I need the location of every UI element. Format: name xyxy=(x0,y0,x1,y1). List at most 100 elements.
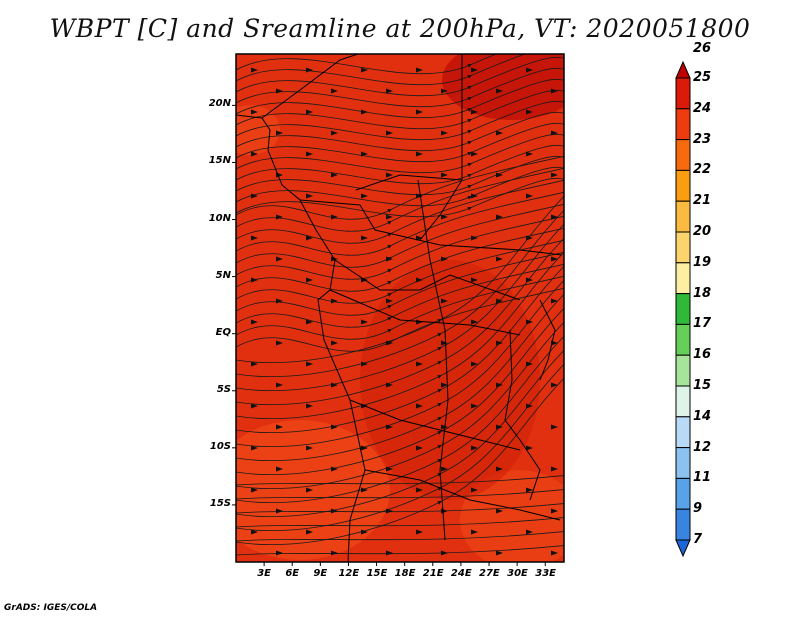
colorbar-segment xyxy=(675,385,691,418)
lon-tick-label: 3E xyxy=(257,568,271,579)
colorbar-bottom-arrow xyxy=(675,539,691,558)
streamline-arrow xyxy=(276,130,283,136)
colorbar-top-arrow xyxy=(675,60,691,79)
streamline xyxy=(236,100,564,141)
streamline xyxy=(236,111,564,152)
colorbar-label: 7 xyxy=(693,532,703,547)
streamline-arrow xyxy=(361,445,368,451)
streamline-arrow xyxy=(416,109,423,115)
streamline-arrow xyxy=(416,235,423,241)
streamline-arrow xyxy=(386,130,393,136)
streamline xyxy=(236,377,564,545)
streamline xyxy=(236,475,564,486)
streamline-arrow xyxy=(251,445,258,451)
streamline-arrow xyxy=(331,340,338,346)
streamline-arrow xyxy=(551,88,558,94)
streamline xyxy=(236,223,564,391)
streamline xyxy=(236,177,564,218)
streamline-arrow xyxy=(471,529,478,535)
streamline xyxy=(236,179,564,244)
streamline-arrow xyxy=(471,403,478,409)
country-border xyxy=(504,329,541,501)
streamline-arrow xyxy=(441,88,448,94)
streamline xyxy=(236,133,564,174)
streamline xyxy=(236,78,564,119)
streamline xyxy=(236,167,564,232)
colorbar-segment xyxy=(675,108,691,141)
lat-tick-label: 20N xyxy=(208,98,231,110)
streamline-arrow xyxy=(441,298,448,304)
streamline-arrow xyxy=(416,445,423,451)
streamline-arrow xyxy=(306,151,313,157)
streamline-arrow xyxy=(471,67,478,73)
streamline-arrow xyxy=(386,508,393,514)
country-border xyxy=(261,54,359,119)
streamline-arrow xyxy=(251,361,258,367)
streamline-arrow xyxy=(331,382,338,388)
streamline-arrow xyxy=(331,466,338,472)
lon-tick-label: 21E xyxy=(422,568,444,579)
streamline-arrow xyxy=(306,67,313,73)
streamline-arrow xyxy=(496,340,503,346)
streamline-arrow xyxy=(416,319,423,325)
colorbar-label: 25 xyxy=(693,70,712,85)
streamline xyxy=(236,144,564,185)
streamline-arrow xyxy=(471,151,478,157)
streamline-arrow xyxy=(471,277,478,283)
streamline-arrow xyxy=(251,277,258,283)
lon-tick-label: 33E xyxy=(535,568,556,579)
streamline-arrow xyxy=(551,382,558,388)
streamline-arrow xyxy=(526,193,533,199)
chart-title: WBPT [C] and Sreamline at 200hPa, VT: 20… xyxy=(49,14,751,43)
colorbar-segment xyxy=(675,508,691,541)
lon-tick-label: 30E xyxy=(507,568,528,579)
streamline xyxy=(236,335,564,503)
colorbar-segment xyxy=(675,231,691,264)
streamline-arrow xyxy=(496,256,503,262)
country-border xyxy=(364,469,561,521)
streamline-arrow xyxy=(416,277,423,283)
colorbar-segment xyxy=(675,262,691,295)
streamline xyxy=(236,293,564,461)
colorbar-label: 22 xyxy=(693,162,712,178)
streamline-arrow xyxy=(386,424,393,430)
colorbar-label: 12 xyxy=(693,439,712,455)
streamline-arrows xyxy=(251,67,558,556)
streamline-arrow xyxy=(251,529,258,535)
streamline-arrow xyxy=(331,88,338,94)
streamline-arrow xyxy=(276,256,283,262)
streamline-arrow xyxy=(386,340,393,346)
streamline-arrow xyxy=(441,382,448,388)
streamline-arrow xyxy=(331,298,338,304)
streamline-arrow xyxy=(496,550,503,556)
streamline-arrow xyxy=(551,130,558,136)
streamline-arrow xyxy=(471,193,478,199)
lon-tick-label: 6E xyxy=(285,568,300,579)
lat-tick-label: 15N xyxy=(208,155,231,167)
streamline xyxy=(236,489,564,500)
streamline-arrow xyxy=(526,277,533,283)
colorbar-label: 23 xyxy=(693,131,712,147)
colorbar-label: 17 xyxy=(693,316,712,332)
colorbar-label: 11 xyxy=(693,470,712,486)
streamline xyxy=(236,155,564,196)
streamline-arrow xyxy=(276,466,283,472)
streamline-arrow xyxy=(441,214,448,220)
streamline xyxy=(236,56,564,97)
colorbar-label: 26 xyxy=(693,41,712,57)
streamline-arrow xyxy=(306,235,313,241)
streamline xyxy=(236,166,564,207)
streamline-arrow xyxy=(306,193,313,199)
streamline-arrow xyxy=(416,361,423,367)
streamline xyxy=(236,251,564,419)
streamline-arrow xyxy=(276,340,283,346)
wbpt-cool-region xyxy=(460,470,564,562)
colorbar-label: 9 xyxy=(693,501,703,517)
streamline-arrow xyxy=(441,172,448,178)
streamline-arrow xyxy=(306,319,313,325)
streamline-arrow xyxy=(441,256,448,262)
streamline-arrow xyxy=(526,319,533,325)
lat-tick-label: EQ xyxy=(215,326,231,338)
colorbar-segment xyxy=(675,447,691,479)
